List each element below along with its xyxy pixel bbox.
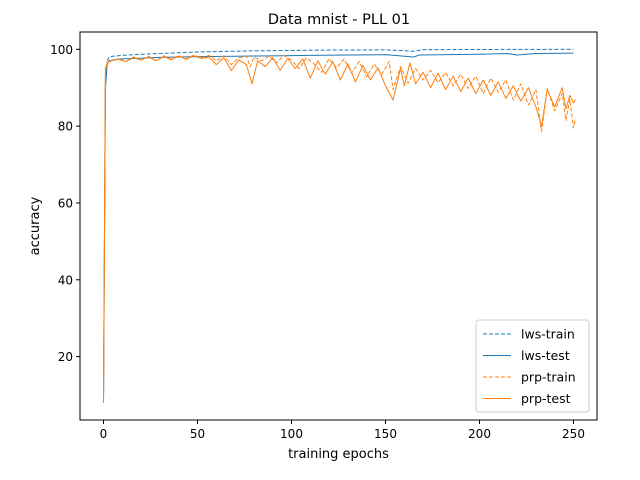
axis-ticks: 0 50 100 150 200 250 20 40 60 80 100 — [50, 43, 585, 441]
y-tick-label: 60 — [58, 196, 73, 210]
series-line-prp-test — [103, 55, 576, 403]
legend-label: prp-train — [521, 370, 576, 385]
series-line-lws-train — [103, 48, 574, 403]
x-tick-label: 100 — [280, 427, 303, 441]
x-tick-label: 150 — [374, 427, 397, 441]
series-line-prp-train — [103, 54, 576, 403]
y-tick-label: 20 — [58, 350, 73, 364]
legend-label: prp-test — [521, 391, 571, 406]
plot-area — [103, 48, 576, 403]
chart-title: Data mnist - PLL 01 — [268, 12, 410, 28]
plot-frame — [79, 31, 598, 421]
x-tick-label: 200 — [468, 427, 491, 441]
y-axis-label: accuracy — [28, 196, 43, 255]
legend: lws-train lws-test prp-train prp-test — [475, 319, 590, 413]
x-tick-label: 50 — [190, 427, 205, 441]
x-tick-label: 0 — [100, 427, 108, 441]
legend-label: lws-test — [521, 348, 570, 363]
legend-label: lws-train — [521, 327, 575, 342]
x-axis-label: training epochs — [288, 447, 389, 462]
legend-box — [475, 319, 590, 413]
y-tick-label: 40 — [58, 273, 73, 287]
y-tick-label: 80 — [58, 120, 73, 134]
x-tick-label: 250 — [562, 427, 585, 441]
y-tick-label: 100 — [50, 43, 73, 57]
